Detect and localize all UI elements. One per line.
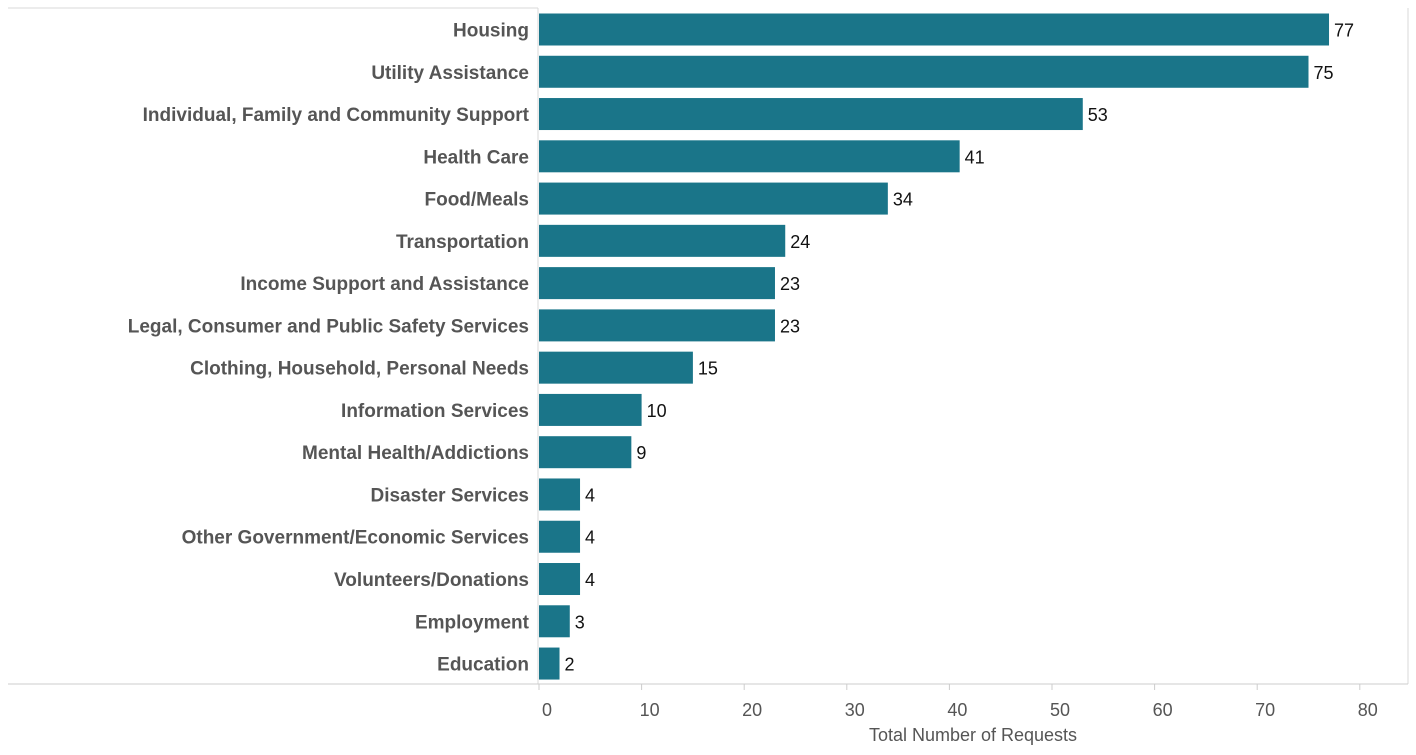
x-tick-label: 10 bbox=[640, 700, 660, 720]
bar bbox=[539, 647, 560, 680]
category-label: Education bbox=[437, 655, 529, 676]
bar bbox=[539, 478, 581, 511]
category-label: Food/Meals bbox=[424, 190, 529, 211]
data-labels-layer: 77 75 53 41 34 24 23 23 15 10 9 4 4 4 3 2 bbox=[565, 21, 1355, 675]
data-label: 4 bbox=[585, 528, 595, 548]
x-axis-title: Total Number of Requests bbox=[869, 725, 1077, 745]
data-label: 24 bbox=[790, 232, 810, 252]
category-label: Volunteers/Donations bbox=[334, 570, 529, 591]
data-label: 41 bbox=[965, 147, 985, 167]
data-label: 23 bbox=[780, 274, 800, 294]
data-label: 4 bbox=[585, 485, 595, 505]
x-tick-label: 20 bbox=[742, 700, 762, 720]
category-label: Mental Health/Addictions bbox=[302, 443, 529, 464]
x-tick-label: 30 bbox=[845, 700, 865, 720]
category-label: Other Government/Economic Services bbox=[182, 528, 529, 549]
bar bbox=[539, 55, 1309, 88]
data-label: 9 bbox=[636, 443, 646, 463]
category-label: Health Care bbox=[423, 147, 529, 168]
bar bbox=[539, 563, 581, 596]
data-label: 53 bbox=[1088, 105, 1108, 125]
bars-layer bbox=[539, 13, 1330, 680]
bar bbox=[539, 393, 642, 426]
bar bbox=[539, 98, 1083, 131]
category-label: Legal, Consumer and Public Safety Servic… bbox=[128, 316, 529, 337]
category-label: Income Support and Assistance bbox=[240, 274, 529, 295]
bar bbox=[539, 520, 581, 553]
data-label: 15 bbox=[698, 359, 718, 379]
data-label: 4 bbox=[585, 570, 595, 590]
category-label: Individual, Family and Community Support bbox=[143, 105, 530, 126]
bar bbox=[539, 605, 570, 638]
category-label: Information Services bbox=[341, 401, 529, 422]
bar bbox=[539, 13, 1330, 46]
x-axis-ticks-layer: 0 10 20 30 40 50 60 70 80 bbox=[538, 684, 1378, 720]
x-tick-label: 50 bbox=[1050, 700, 1070, 720]
category-label: Housing bbox=[453, 21, 529, 42]
data-label: 34 bbox=[893, 190, 913, 210]
category-label: Transportation bbox=[396, 232, 529, 253]
x-tick-label: 40 bbox=[947, 700, 967, 720]
category-label: Disaster Services bbox=[371, 485, 529, 506]
bar bbox=[539, 224, 786, 257]
x-tick-label: 0 bbox=[542, 700, 552, 720]
x-tick-label: 60 bbox=[1153, 700, 1173, 720]
category-label: Employment bbox=[415, 612, 530, 633]
x-tick-label: 70 bbox=[1255, 700, 1275, 720]
bar bbox=[539, 436, 632, 469]
bar bbox=[539, 140, 960, 173]
bar bbox=[539, 351, 693, 384]
bar bbox=[539, 182, 888, 215]
category-label: Utility Assistance bbox=[371, 63, 529, 84]
data-label: 3 bbox=[575, 612, 585, 632]
data-label: 2 bbox=[565, 655, 575, 675]
x-tick-label: 80 bbox=[1358, 700, 1378, 720]
data-label: 77 bbox=[1334, 21, 1354, 41]
data-label: 75 bbox=[1314, 63, 1334, 83]
bar bbox=[539, 309, 775, 342]
category-labels-layer: Housing Utility Assistance Individual, Fam… bbox=[128, 21, 530, 676]
bar bbox=[539, 267, 775, 300]
category-label: Clothing, Household, Personal Needs bbox=[190, 359, 529, 380]
data-label: 10 bbox=[647, 401, 667, 421]
data-label: 23 bbox=[780, 316, 800, 336]
